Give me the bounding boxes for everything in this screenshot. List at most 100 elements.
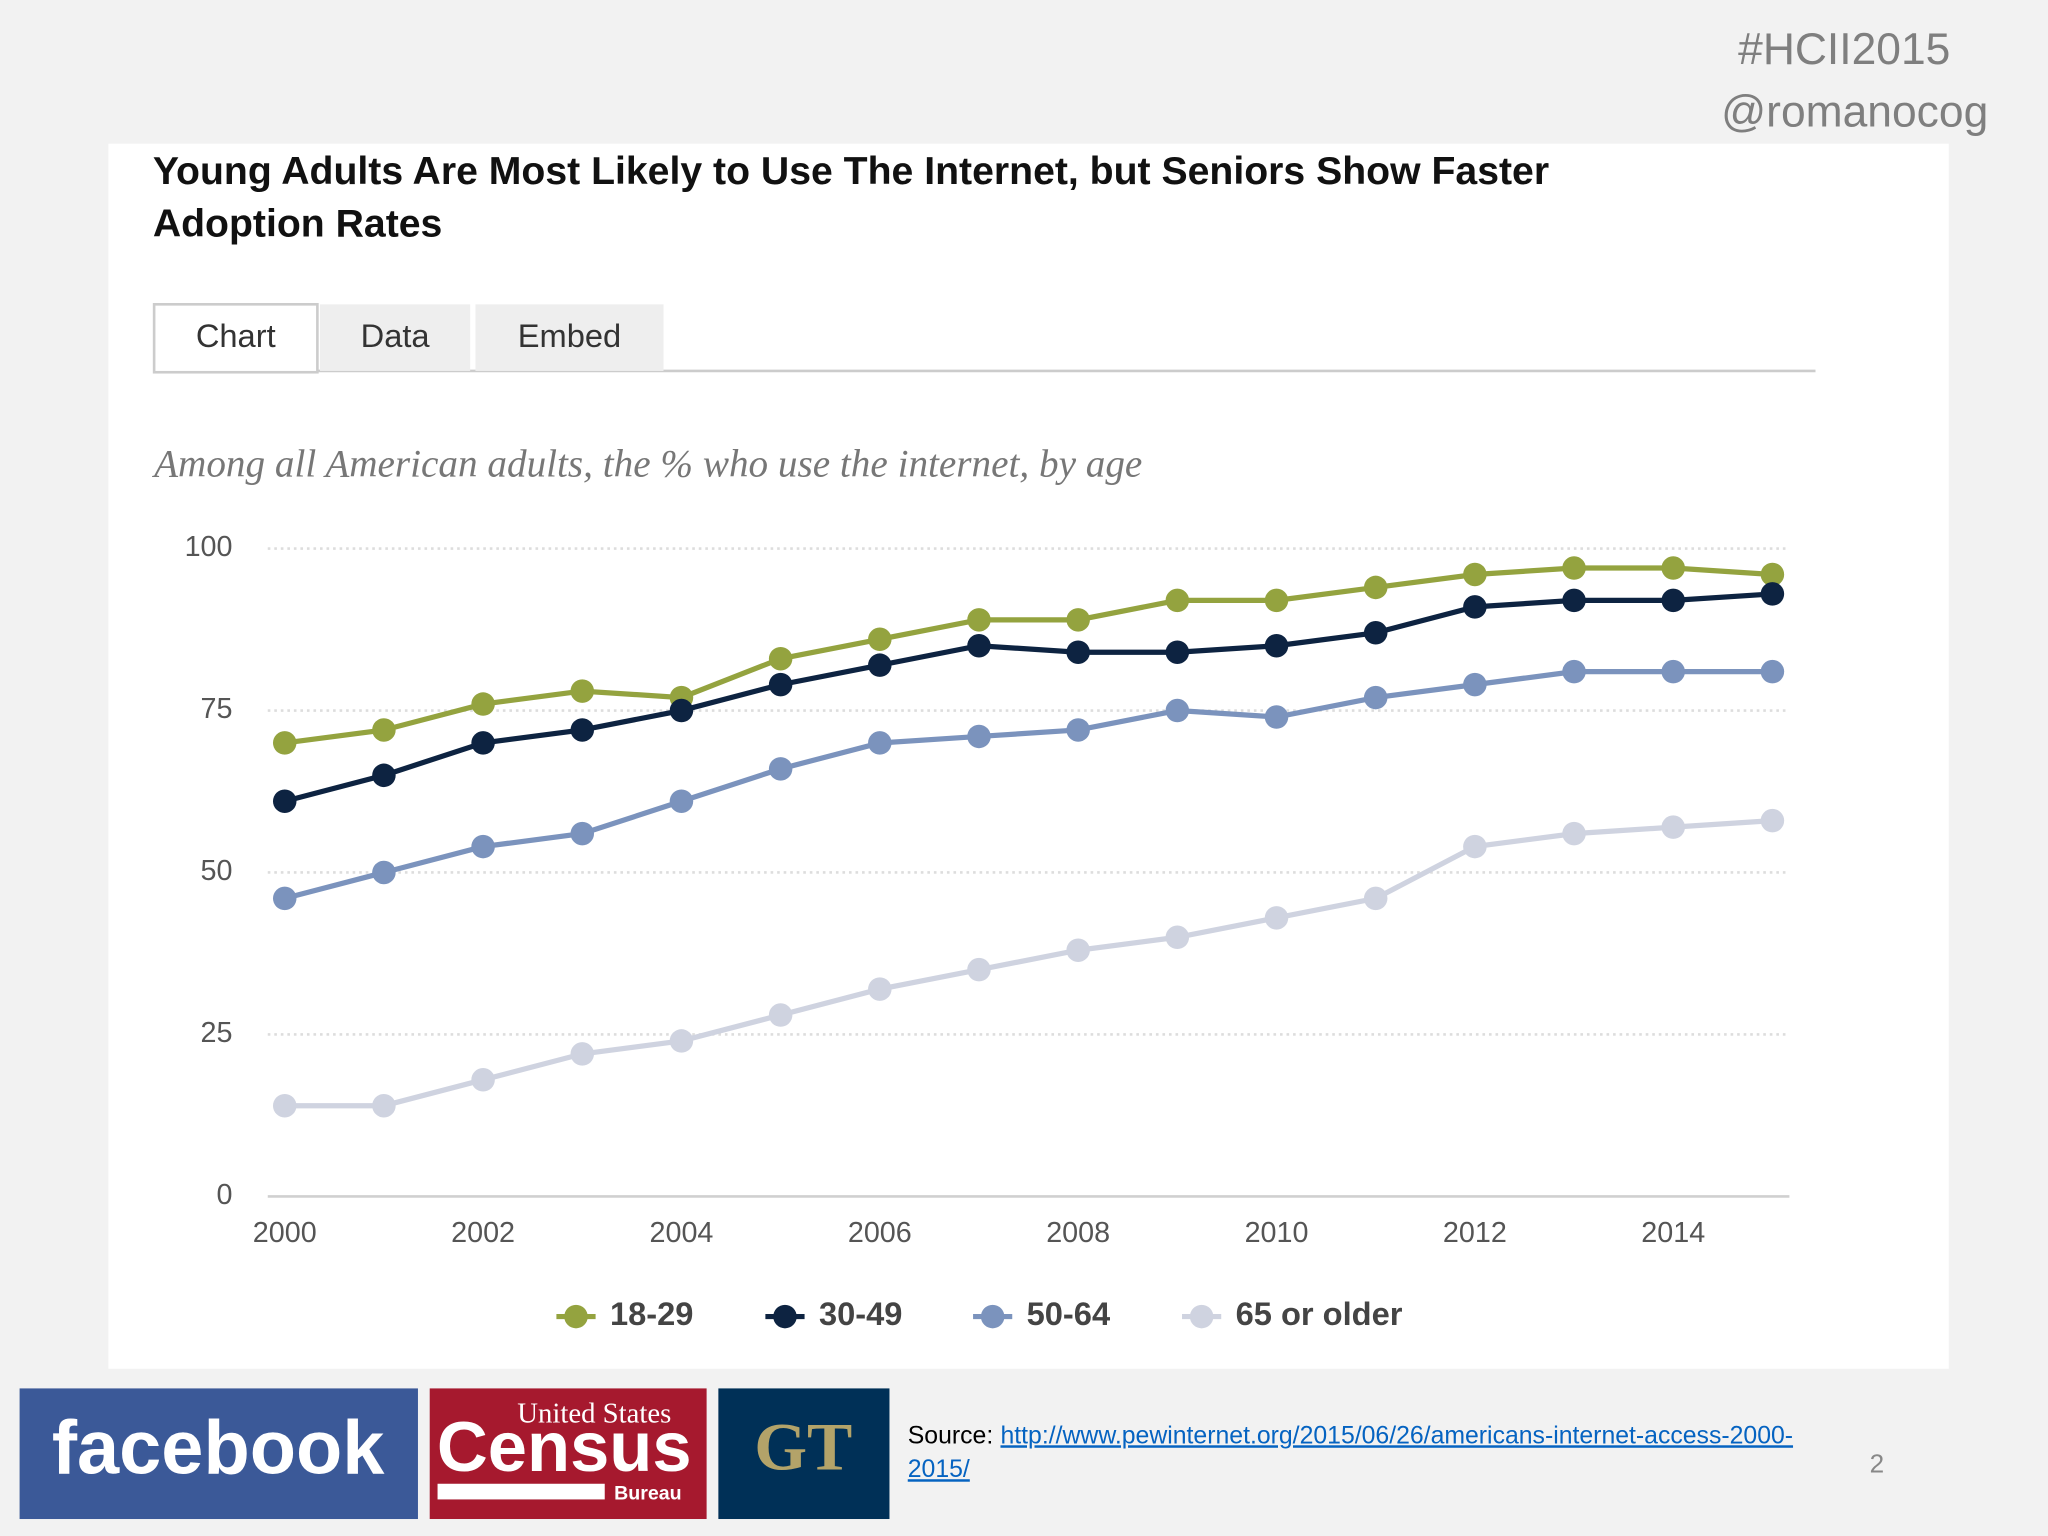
gt-logo-text: GT bbox=[754, 1408, 852, 1484]
page-number: 2 bbox=[1870, 1448, 1885, 1478]
data-point bbox=[1463, 595, 1487, 619]
gt-logo bbox=[718, 1388, 890, 1520]
y-tick-label: 100 bbox=[185, 531, 233, 563]
data-point bbox=[1562, 556, 1586, 580]
data-point bbox=[868, 731, 892, 755]
data-point bbox=[570, 1042, 595, 1066]
data-point bbox=[471, 834, 495, 859]
data-point bbox=[1066, 938, 1090, 962]
census-logo-bar bbox=[437, 1483, 605, 1500]
series bbox=[272, 582, 1785, 813]
data-point bbox=[768, 646, 793, 671]
tab[interactable] bbox=[152, 303, 319, 374]
x-tick-label: 2004 bbox=[650, 1217, 714, 1249]
chart-title: Young Adults Are Most Likely to Use The … bbox=[152, 150, 1550, 246]
data-point bbox=[1066, 608, 1090, 632]
legend-marker bbox=[564, 1304, 588, 1329]
data-point bbox=[372, 718, 396, 742]
y-tick-label: 75 bbox=[201, 693, 233, 725]
tab-label[interactable]: Data bbox=[361, 317, 431, 354]
facebook-logo bbox=[19, 1388, 418, 1520]
title-container: Young Adults Are Most Likely to Use The … bbox=[152, 150, 1550, 246]
data-point bbox=[570, 821, 595, 846]
series-line bbox=[284, 669, 1773, 901]
tab[interactable] bbox=[475, 304, 664, 371]
data-point bbox=[1363, 685, 1388, 710]
data-point bbox=[768, 757, 793, 781]
data-point bbox=[868, 977, 892, 1001]
y-tick-label: 0 bbox=[217, 1179, 233, 1211]
data-point bbox=[272, 789, 297, 813]
data-point bbox=[1562, 588, 1586, 613]
data-point bbox=[1165, 640, 1190, 664]
tab-label[interactable]: Chart bbox=[196, 317, 276, 354]
tab-bar: Chart Data Embed bbox=[152, 303, 664, 374]
data-point bbox=[669, 698, 694, 723]
data-point bbox=[1760, 808, 1785, 833]
data-point bbox=[1165, 698, 1190, 723]
x-tick-label: 2010 bbox=[1245, 1217, 1309, 1249]
data-point bbox=[471, 692, 495, 716]
data-point bbox=[1165, 925, 1190, 950]
data-point bbox=[372, 763, 396, 788]
data-point bbox=[1760, 659, 1785, 684]
source-link[interactable]: http://www.pewinternet.org/2015/06/26/am… bbox=[1000, 1422, 1793, 1449]
data-point bbox=[570, 718, 595, 742]
data-point bbox=[868, 627, 892, 652]
x-tick-label: 2000 bbox=[253, 1217, 317, 1249]
data-point bbox=[1661, 815, 1685, 839]
x-tick-label: 2008 bbox=[1046, 1217, 1110, 1249]
series-line bbox=[284, 565, 1773, 746]
data-point bbox=[1661, 588, 1685, 613]
legend-label: 30-49 bbox=[819, 1295, 902, 1332]
series-line bbox=[284, 818, 1773, 1109]
data-point bbox=[1760, 582, 1785, 606]
x-tick-label: 2002 bbox=[451, 1217, 515, 1249]
data-point bbox=[372, 1093, 396, 1118]
x-tick-label: 2014 bbox=[1641, 1217, 1705, 1249]
data-point bbox=[1760, 562, 1785, 587]
data-point bbox=[669, 1029, 694, 1053]
data-point bbox=[1264, 705, 1289, 729]
data-point bbox=[1463, 672, 1487, 697]
series bbox=[272, 808, 1785, 1118]
data-point bbox=[669, 789, 694, 813]
data-point bbox=[967, 724, 991, 749]
data-point bbox=[768, 1003, 793, 1027]
data-point bbox=[1363, 575, 1388, 600]
tab[interactable] bbox=[320, 304, 471, 371]
census-logo-text: United States bbox=[517, 1397, 671, 1429]
data-point bbox=[1463, 562, 1487, 587]
data-point bbox=[768, 672, 793, 697]
series bbox=[272, 556, 1785, 755]
tab-label[interactable]: Embed bbox=[518, 317, 621, 354]
data-point bbox=[1066, 718, 1090, 742]
data-point bbox=[1363, 886, 1388, 911]
y-tick-label: 50 bbox=[201, 855, 233, 887]
data-point bbox=[272, 1093, 297, 1118]
data-point bbox=[1463, 834, 1487, 859]
census-logo-text: Census bbox=[437, 1407, 692, 1486]
data-point bbox=[868, 653, 892, 677]
legend-marker bbox=[1189, 1304, 1214, 1329]
legend: 18-29 30-49 50-64 65 or older bbox=[556, 1295, 1403, 1332]
data-point bbox=[1264, 906, 1289, 930]
data-point bbox=[967, 608, 991, 632]
legend-marker bbox=[773, 1304, 797, 1329]
source-link[interactable]: 2015/ bbox=[908, 1456, 970, 1483]
series bbox=[272, 659, 1785, 911]
handle: @romanocog bbox=[1721, 88, 1988, 137]
data-point bbox=[1066, 640, 1090, 664]
data-point bbox=[1562, 821, 1586, 846]
data-point bbox=[471, 731, 495, 755]
data-point bbox=[1264, 588, 1289, 613]
data-point bbox=[471, 1068, 495, 1092]
legend-label: 65 or older bbox=[1236, 1295, 1403, 1332]
data-point bbox=[1661, 659, 1685, 684]
data-point bbox=[272, 886, 297, 911]
plot: 0 25 50 75 100 2000 2002 2004 2006 2008 2010 2012 20… bbox=[185, 531, 1790, 1249]
data-point bbox=[570, 679, 595, 703]
data-point bbox=[967, 957, 991, 982]
legend-label: 18-29 bbox=[610, 1295, 693, 1332]
